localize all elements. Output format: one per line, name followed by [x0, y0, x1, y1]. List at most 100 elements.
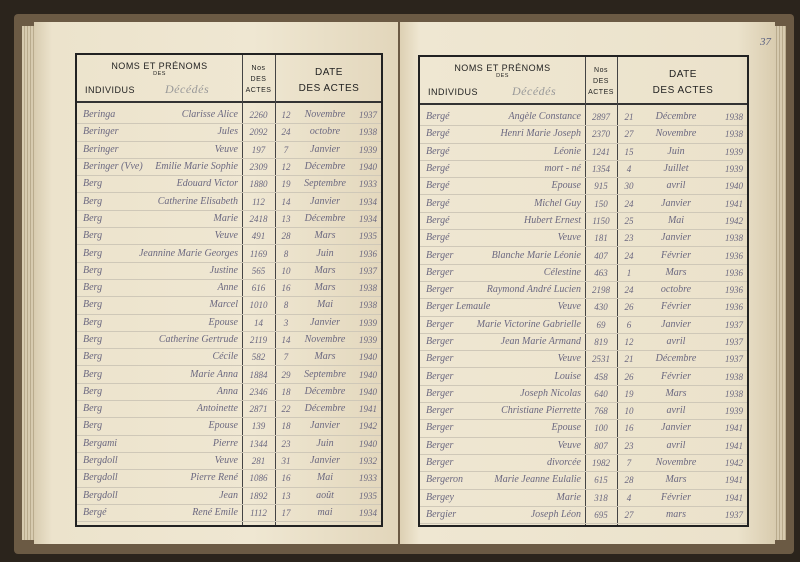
cell-num: 1880 — [249, 179, 268, 190]
cell-yr: 1941 — [725, 440, 743, 451]
header-no-actes: ACTES — [245, 87, 272, 94]
cell-mon: Janvier — [310, 420, 340, 432]
cell-sur: Bergé — [426, 163, 450, 175]
cell-mon: Décembre — [304, 161, 346, 173]
cell-num: 2370 — [592, 129, 610, 140]
name-cell: Beringer Jules — [77, 126, 242, 138]
table-row: Bergé Henri Marie Joseph 2370 27 Novembre 193… — [420, 126, 747, 144]
cell-yr: 1939 — [359, 317, 377, 328]
table-row: Berg Anna 2346 18 Décembre 1940 — [77, 384, 381, 402]
cell-num: 181 — [594, 233, 608, 244]
cell-day: 24 — [624, 198, 634, 209]
page-edges-right — [774, 26, 786, 540]
cell-mon: Mars — [314, 282, 336, 294]
name-cell: Berg Edouard Victor — [77, 178, 242, 190]
cell-mon: Janvier — [310, 143, 340, 155]
cell-giv: Jean Marie Armand — [500, 336, 581, 347]
cell-day: 23 — [624, 440, 634, 451]
cell-sur: Berg — [83, 299, 103, 311]
cell-sur: Berger — [426, 439, 454, 451]
cell-yr: 1940 — [359, 369, 377, 380]
header-individus: INDIVIDUS — [428, 87, 479, 97]
table-row: Berg Cécile 582 7 Mars 1940 — [77, 349, 381, 367]
cell-yr: 1938 — [725, 371, 743, 382]
table-row: Berg Justine 565 10 Mars 1937 — [77, 263, 381, 280]
name-cell: Bergé Michel Guy — [420, 198, 585, 210]
cell-yr: 1941 — [725, 198, 743, 209]
cell-giv: Veuve — [557, 301, 581, 313]
cell-sur: Berger — [426, 457, 454, 469]
cell-day: 16 — [281, 473, 291, 484]
cell-yr: 1938 — [359, 283, 377, 294]
table-header: NOMS ET PRÉNOMS DES INDIVIDUS Décédés No… — [420, 57, 747, 105]
table-row: Berg Jeannine Marie Georges 1169 8 Juin 1936 — [77, 245, 381, 263]
cell-sur: Berg — [83, 385, 103, 397]
cell-giv: Veuve — [214, 230, 238, 242]
cell-day: 8 — [283, 248, 289, 259]
name-cell: Berg Epouse — [77, 420, 242, 432]
cell-num: 281 — [251, 456, 266, 467]
cell-mon: Janvier — [661, 318, 691, 330]
cell-sur: Berg — [83, 351, 103, 363]
header-des: DES — [496, 73, 509, 79]
cell-day: 19 — [624, 388, 634, 399]
table-row: Berg Epouse 14 3 Janvier 1939 — [77, 315, 381, 332]
cell-num: 463 — [594, 267, 608, 278]
cell-sur: Bergdoll — [83, 472, 118, 484]
cell-yr: 1933 — [359, 179, 377, 190]
cell-sur: Bergé — [426, 232, 450, 244]
cell-sur: Bergé — [426, 145, 450, 157]
cell-num: 807 — [594, 440, 608, 451]
cell-yr: 1938 — [359, 300, 377, 311]
cell-sur: Bergé — [426, 111, 450, 123]
cell-sur: Bergeron — [426, 474, 464, 486]
cell-sur: Berg — [83, 282, 103, 294]
cell-giv: Marie — [213, 212, 238, 224]
name-cell: Berg Epouse — [77, 317, 242, 329]
cell-giv: Justine — [209, 264, 238, 276]
cell-giv: Michel Guy — [534, 197, 581, 209]
cell-yr: 1942 — [725, 458, 743, 469]
cell-day: 4 — [626, 164, 632, 175]
header-no-des: DES — [593, 78, 609, 85]
cell-mon: Juin — [316, 247, 334, 259]
table-row: Berger Marie Victorine Gabrielle 69 6 Janvie… — [420, 317, 747, 334]
cell-mon: Février — [661, 301, 691, 313]
cell-num: 2871 — [249, 404, 268, 415]
cell-mon: Mai — [316, 472, 334, 484]
cell-yr: 1935 — [359, 490, 377, 501]
name-cell: Berg Anna — [77, 386, 242, 398]
cell-num: 491 — [251, 231, 266, 242]
cell-giv: René Emile — [192, 506, 238, 518]
cell-sur: Berg — [83, 334, 103, 345]
cell-sur: Berger — [426, 405, 454, 417]
name-cell: Beringer (Vve) Emilie Marie Sophie — [77, 161, 242, 173]
cell-day: 19 — [281, 179, 291, 190]
name-cell: Bergé Hubert Ernest — [420, 215, 585, 227]
name-cell: Bergé René Emile — [77, 507, 242, 519]
cell-num: 1169 — [249, 248, 268, 259]
page-edges-left — [22, 26, 36, 540]
cell-giv: Clarisse Alice — [181, 109, 238, 121]
cell-day: 12 — [281, 162, 291, 173]
header-no: Nos — [251, 65, 266, 72]
cell-day: 3 — [283, 317, 289, 328]
table-header: NOMS ET PRÉNOMS DES INDIVIDUS Décédés No… — [77, 55, 381, 103]
name-cell: Berger Célestine — [420, 267, 585, 279]
table-row: Berger Célestine 463 1 Mars 1936 — [420, 265, 747, 282]
cell-num: 2531 — [592, 354, 610, 365]
cell-day: 14 — [281, 335, 291, 345]
cell-giv: Catherine Gertrude — [158, 334, 238, 345]
cell-mon: Janvier — [310, 455, 340, 467]
name-cell: Berg Marie — [77, 213, 242, 225]
cell-mon: Novembre — [304, 334, 346, 345]
cell-yr: 1933 — [359, 473, 377, 484]
cell-day: 7 — [626, 458, 632, 469]
cell-sur: Bergdoll — [83, 455, 118, 467]
table-row: Berger Blanche Marie Léonie 407 24 Février 19… — [420, 247, 747, 265]
column-divider — [617, 57, 618, 525]
table-row: Beringer Veuve 197 7 Janvier 1939 — [77, 142, 381, 159]
cell-day: 12 — [624, 337, 634, 347]
cell-sur: Berg — [83, 403, 103, 415]
column-divider — [585, 57, 586, 525]
